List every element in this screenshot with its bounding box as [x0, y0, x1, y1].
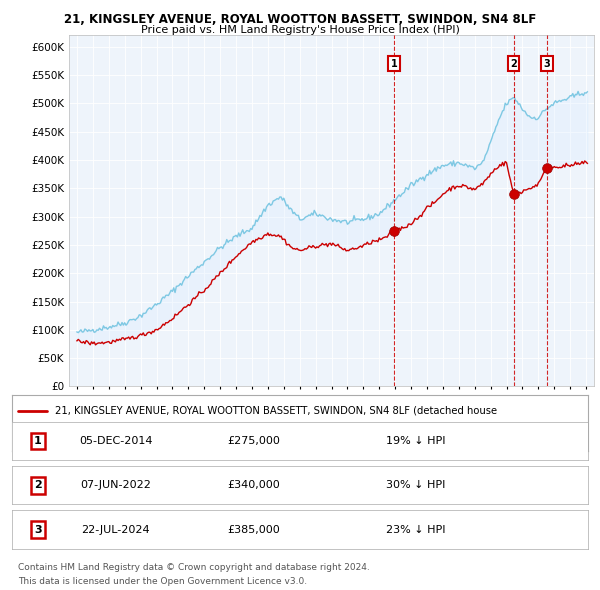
Text: This data is licensed under the Open Government Licence v3.0.: This data is licensed under the Open Gov… [18, 577, 307, 586]
Text: 05-DEC-2014: 05-DEC-2014 [79, 436, 152, 446]
Text: 1: 1 [391, 59, 397, 68]
Text: 21, KINGSLEY AVENUE, ROYAL WOOTTON BASSETT, SWINDON, SN4 8LF (detached house: 21, KINGSLEY AVENUE, ROYAL WOOTTON BASSE… [55, 406, 497, 416]
Text: 3: 3 [34, 525, 42, 535]
Text: Price paid vs. HM Land Registry's House Price Index (HPI): Price paid vs. HM Land Registry's House … [140, 25, 460, 35]
Text: HPI: Average price, detached house, Wiltshire: HPI: Average price, detached house, Wilt… [55, 434, 283, 444]
Text: £340,000: £340,000 [227, 480, 280, 490]
Text: 22-JUL-2024: 22-JUL-2024 [82, 525, 150, 535]
Text: 1: 1 [34, 436, 42, 446]
Text: 07-JUN-2022: 07-JUN-2022 [80, 480, 151, 490]
Text: Contains HM Land Registry data © Crown copyright and database right 2024.: Contains HM Land Registry data © Crown c… [18, 563, 370, 572]
Text: 2: 2 [34, 480, 42, 490]
Text: 19% ↓ HPI: 19% ↓ HPI [386, 436, 446, 446]
Text: 3: 3 [544, 59, 551, 68]
Text: £275,000: £275,000 [227, 436, 280, 446]
Text: 23% ↓ HPI: 23% ↓ HPI [386, 525, 446, 535]
Text: 30% ↓ HPI: 30% ↓ HPI [386, 480, 446, 490]
Text: £385,000: £385,000 [227, 525, 280, 535]
Text: 2: 2 [510, 59, 517, 68]
Text: 21, KINGSLEY AVENUE, ROYAL WOOTTON BASSETT, SWINDON, SN4 8LF: 21, KINGSLEY AVENUE, ROYAL WOOTTON BASSE… [64, 13, 536, 26]
